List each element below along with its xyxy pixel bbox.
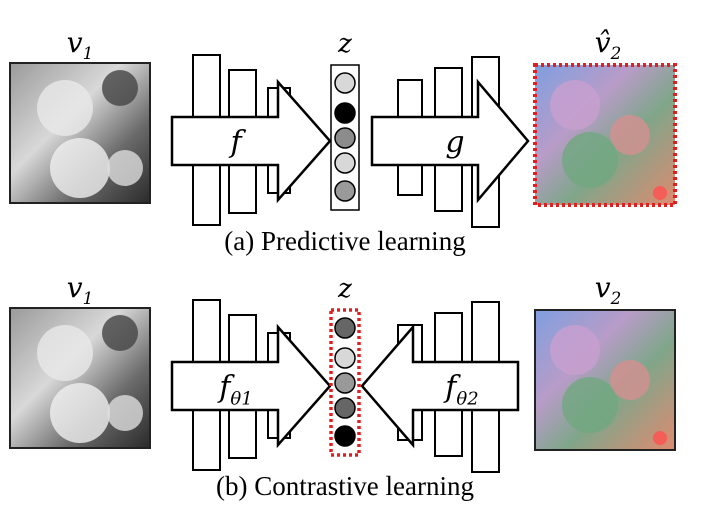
image-blob [562, 377, 618, 433]
image-blob [107, 395, 143, 431]
latent-unit [334, 152, 356, 174]
output-label-base: v̂ [595, 26, 611, 59]
output-label: v̂2 [595, 26, 622, 63]
panel: v1f gz v̂2(a) Predictive learning [9, 26, 677, 256]
latent-label: z [337, 274, 352, 304]
net-label-sub: θ2 [456, 389, 478, 410]
net-label-base: g [445, 125, 464, 160]
image-blob [50, 383, 110, 443]
image-blob [550, 325, 600, 375]
image-blob [550, 80, 600, 130]
output-label-sub: 2 [610, 43, 622, 63]
latent-unit [334, 102, 356, 124]
latent-unit [334, 317, 356, 339]
input-label: v1 [67, 271, 94, 308]
input-label-base: v [67, 271, 83, 304]
arrow [360, 323, 520, 449]
image-blob [653, 431, 667, 445]
latent-unit [334, 72, 356, 94]
image-blob [610, 115, 650, 155]
latent-unit [334, 397, 356, 419]
caption: (b) Contrastive learning [216, 471, 474, 501]
caption: (a) Predictive learning [224, 226, 465, 256]
arrow [170, 78, 332, 204]
output-label-base: v [595, 271, 611, 304]
image-blob [653, 186, 667, 200]
input-label-sub: 1 [83, 288, 94, 308]
image [533, 63, 677, 207]
latent-label: z [337, 29, 352, 59]
arrow [170, 323, 332, 449]
net-label: g [445, 125, 464, 160]
image-blob [50, 138, 110, 198]
image-blob [102, 70, 138, 106]
image [534, 309, 676, 451]
input-label-base: v [67, 26, 83, 59]
image-blob [102, 315, 138, 351]
net-label-sub: θ1 [230, 389, 252, 410]
latent-unit [334, 347, 356, 369]
image-blob [37, 80, 93, 136]
arrow [370, 78, 530, 204]
output-label-sub: 2 [610, 288, 622, 308]
latent-unit [334, 127, 356, 149]
latent-unit [334, 372, 356, 394]
image-blob [107, 150, 143, 186]
input-label: v1 [67, 26, 94, 63]
image-blob [562, 132, 618, 188]
output-label: v2 [595, 271, 622, 308]
latent-unit [334, 425, 356, 447]
image-blob [37, 325, 93, 381]
latent-unit [334, 180, 356, 202]
input-label-sub: 1 [83, 43, 94, 63]
image-blob [610, 360, 650, 400]
